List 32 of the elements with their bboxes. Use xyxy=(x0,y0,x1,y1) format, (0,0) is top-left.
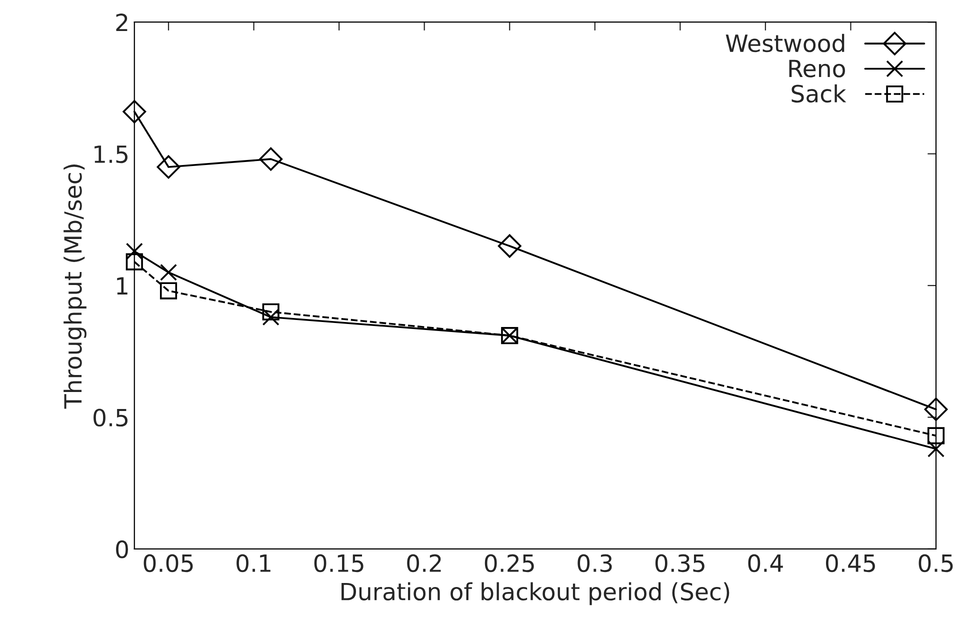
y-tick-label: 2 xyxy=(116,14,128,32)
point xyxy=(262,303,280,320)
x-tick-label: 0.25 xyxy=(484,554,534,572)
x-tick-label: 0.05 xyxy=(144,554,193,572)
x-tick-label: 0.5 xyxy=(918,554,953,572)
point xyxy=(156,155,180,179)
x-axis-title: Duration of blackout period (Sec) xyxy=(342,582,730,606)
point xyxy=(122,100,146,124)
point xyxy=(160,282,178,300)
y-tick-label: 1 xyxy=(117,277,128,294)
x-tick-label: 0.2 xyxy=(407,554,441,572)
legend-label: Westwood xyxy=(726,34,844,52)
y-tick-label: 0 xyxy=(116,540,128,558)
x-tick-label: 0.45 xyxy=(826,554,875,572)
x-tick-label: 0.4 xyxy=(748,554,783,572)
legend-label: Reno xyxy=(789,60,845,78)
point xyxy=(498,234,522,258)
y-tick-label: 1.5 xyxy=(94,146,128,164)
point xyxy=(259,147,283,171)
x-tick-label: 0.1 xyxy=(236,554,270,572)
x-tick-label: 0.15 xyxy=(314,554,364,572)
y-axis-title: Throughput (Mb/sec) xyxy=(64,164,86,409)
legend-label: Sack xyxy=(792,84,846,103)
point xyxy=(927,440,945,458)
point xyxy=(160,264,178,281)
point xyxy=(927,427,945,444)
point xyxy=(126,253,143,270)
x-tick-label: 0.3 xyxy=(578,554,612,572)
y-tick-label: 0.5 xyxy=(94,408,128,427)
x-tick-label: 0.35 xyxy=(655,554,704,572)
point xyxy=(262,308,280,326)
point xyxy=(924,398,948,422)
